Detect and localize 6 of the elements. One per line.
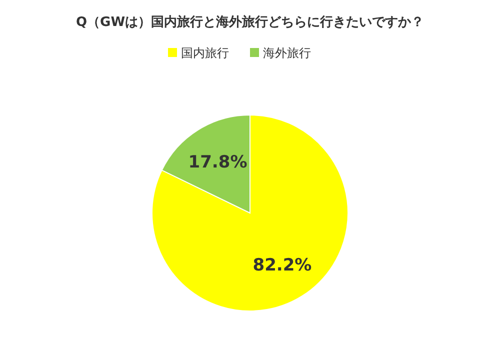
legend-label: 国内旅行 bbox=[181, 46, 229, 60]
data-label: 82.2% bbox=[252, 256, 312, 276]
legend-label: 海外旅行 bbox=[263, 46, 311, 60]
data-label: 17.8% bbox=[188, 152, 248, 172]
chart-title: Q（GWは）国内旅行と海外旅行どちらに行きたいですか？ bbox=[76, 14, 424, 30]
pie-slice bbox=[152, 114, 348, 312]
